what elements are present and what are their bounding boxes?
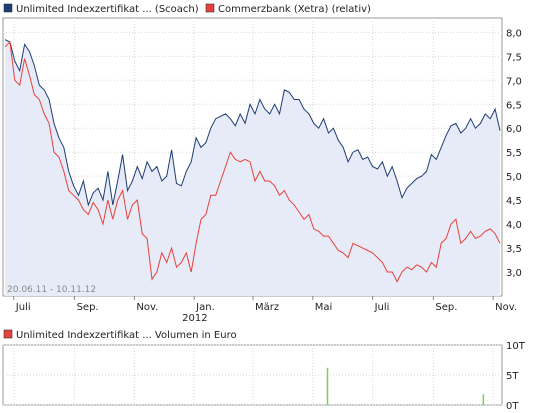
series-area-unlimited <box>5 39 500 296</box>
price-x-tick-label: Nov. <box>136 302 158 313</box>
price-year-label: 2012 <box>182 313 207 324</box>
price-y-tick-label: 5,5 <box>506 148 522 159</box>
price-x-tick-label: März <box>255 302 279 313</box>
volume-legend-label: Unlimited Indexzertifikat ... Volumen in… <box>16 330 237 341</box>
price-x-tick-label: Juli <box>15 302 31 313</box>
volume-y-tick-label: 10T <box>506 341 526 352</box>
volume-bars <box>326 367 485 405</box>
price-y-tick-label: 4,0 <box>506 220 522 231</box>
volume-legend-swatch <box>3 329 13 339</box>
price-x-tick-label: Jan. <box>195 302 215 313</box>
date-range-label: 20.06.11 - 10.11.12 <box>7 285 96 295</box>
price-x-tick-label: Juli <box>374 302 390 313</box>
legend-swatch-unlimited <box>3 3 13 13</box>
price-y-tick-label: 4,5 <box>506 196 522 207</box>
price-y-tick-label: 5,0 <box>506 172 522 183</box>
price-y-axis: 8,0 7,5 7,0 6,5 6,0 5,5 5,0 4,5 4,0 3,5 3,0 <box>506 28 522 279</box>
volume-bar <box>326 367 329 405</box>
volume-y-tick-label: 0T <box>506 401 519 412</box>
volume-y-tick-label: 5T <box>506 371 519 382</box>
price-x-tick-label: Nov. <box>495 302 517 313</box>
price-y-tick-label: 7,0 <box>506 76 522 87</box>
legend-label-commerzbank: Commerzbank (Xetra) (relativ) <box>218 4 371 15</box>
price-y-tick-label: 6,0 <box>506 124 522 135</box>
volume-grid <box>3 344 502 406</box>
price-x-tick-label: Sep. <box>435 302 457 313</box>
legend: Unlimited Indexzertifikat ... (Scoach) C… <box>3 3 371 15</box>
volume-panel: Unlimited Indexzertifikat ... Volumen in… <box>2 329 526 412</box>
price-y-tick-label: 3,0 <box>506 268 522 279</box>
series-line-unlimited <box>4 39 501 207</box>
price-x-tick-label: Mai <box>315 302 333 313</box>
price-y-tick-label: 8,0 <box>506 28 522 39</box>
price-panel: 8,0 7,5 7,0 6,5 6,0 5,5 5,0 4,5 4,0 3,5 3,0 Juli Se… <box>2 17 522 324</box>
price-y-tick-label: 6,5 <box>506 100 522 111</box>
price-y-tick-label: 7,5 <box>506 52 522 63</box>
series-line-commerzbank <box>4 40 501 283</box>
volume-bar <box>482 394 485 405</box>
price-x-tick-label: Sep. <box>77 302 99 313</box>
legend-swatch-commerzbank <box>205 3 215 13</box>
price-x-axis: Juli Sep. Nov. Jan. März Mai Juli Sep. Nov. 2012 <box>13 296 517 324</box>
legend-label-unlimited: Unlimited Indexzertifikat ... (Scoach) <box>16 4 199 15</box>
price-y-tick-label: 3,5 <box>506 244 522 255</box>
volume-y-axis: 10T 5T 0T <box>506 341 526 412</box>
